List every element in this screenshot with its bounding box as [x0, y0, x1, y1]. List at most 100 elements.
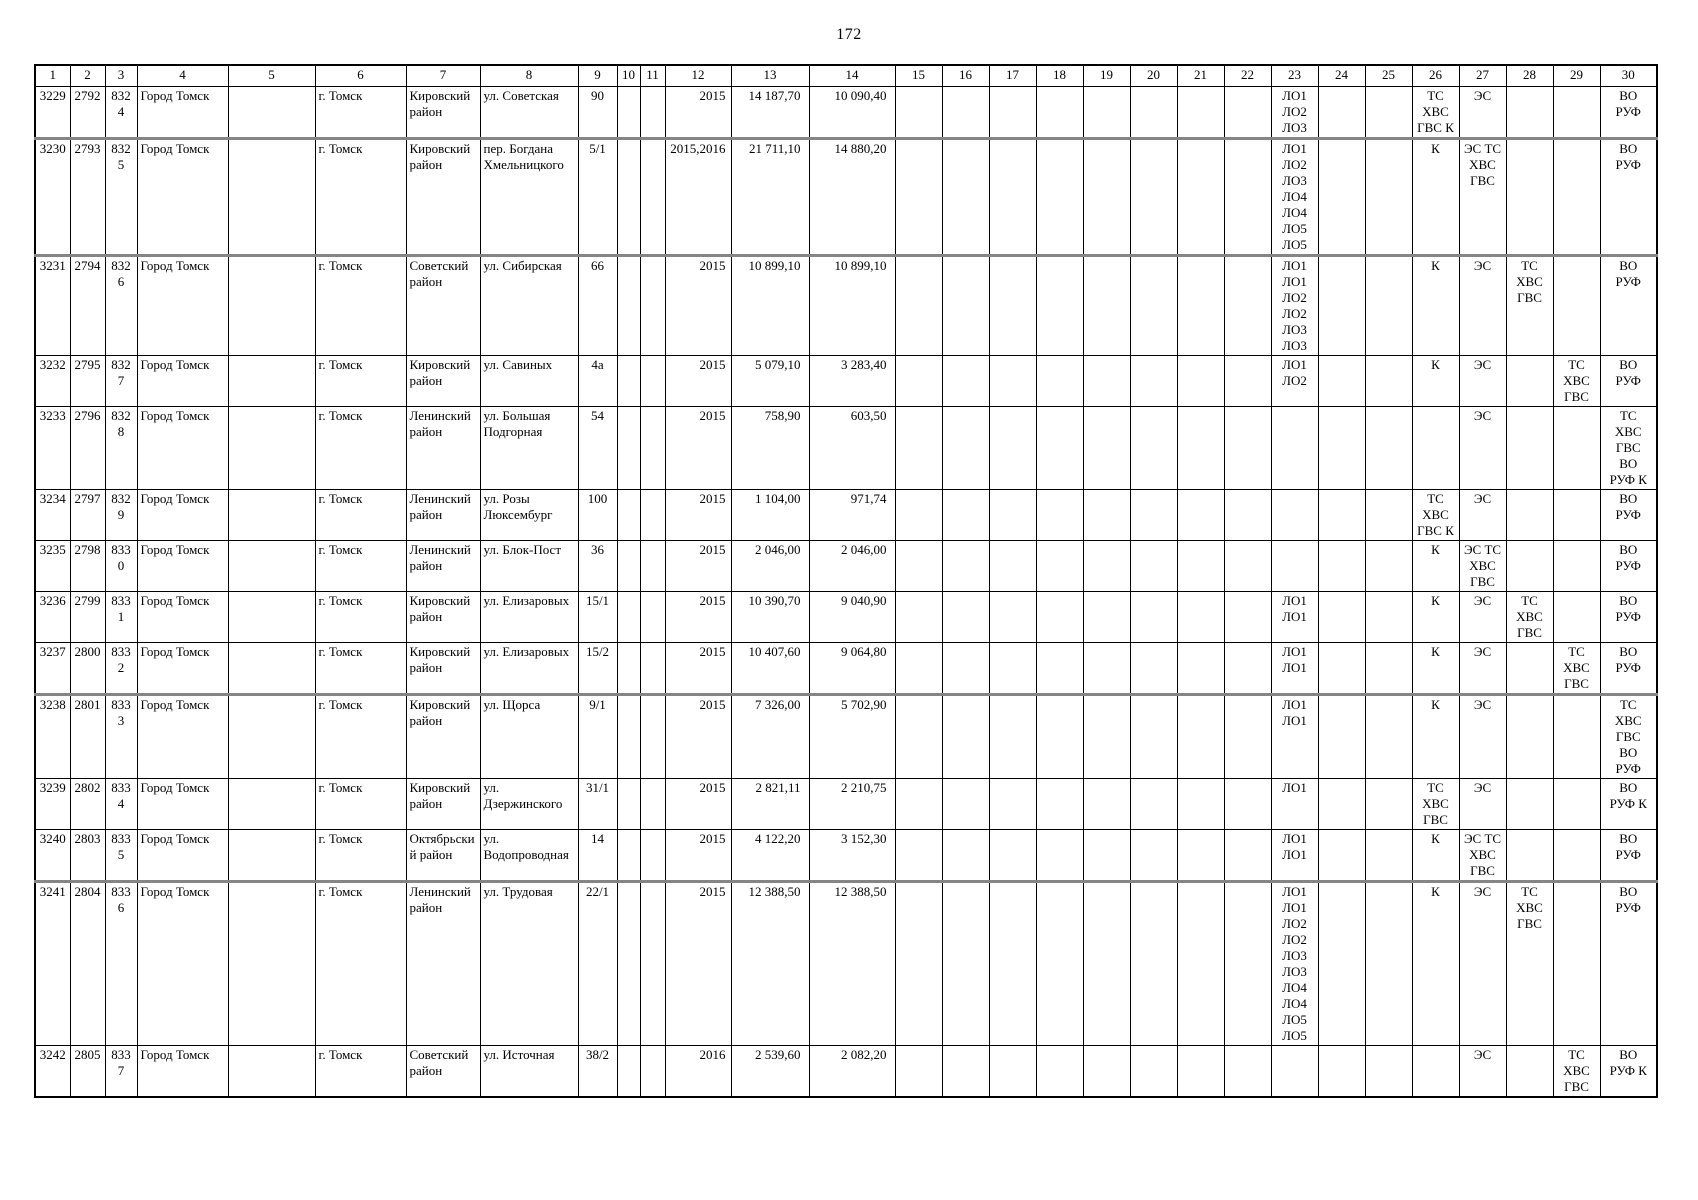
- table-cell: [1129, 642, 1178, 696]
- table-cell: 2015: [664, 642, 732, 696]
- table-cell: ЭС: [1458, 255, 1507, 356]
- table-cell: [1505, 829, 1554, 883]
- table-cell: Город Томск: [136, 694, 229, 779]
- table-cell: [616, 778, 641, 830]
- table-cell: 7 326,00: [730, 694, 810, 779]
- table-cell: 2 539,60: [730, 1045, 810, 1098]
- header-row: 1 2 3 4 5 6 7 8 9 10 11 12 13 14 15 16 17 18 19 20 21 22 23 24 2…: [34, 64, 1658, 87]
- table-cell: г. Томск: [314, 355, 407, 407]
- table-cell: ЭС: [1458, 1045, 1507, 1098]
- table-cell: [1364, 86, 1413, 140]
- table-cell: 8336: [104, 881, 138, 1046]
- table-cell: [1082, 255, 1131, 356]
- table-cell: [1176, 489, 1225, 541]
- table-cell: [1129, 138, 1178, 257]
- table-cell: 8334: [104, 778, 138, 830]
- table-cell: 2799: [69, 591, 106, 643]
- table-cell: [1129, 540, 1178, 592]
- table-cell: 54: [577, 406, 618, 490]
- table-cell: [1082, 540, 1131, 592]
- table-cell: [639, 881, 666, 1046]
- table-cell: ЭС: [1458, 86, 1507, 140]
- table-cell: ул. Дзержинского: [479, 778, 579, 830]
- table-cell: [1364, 540, 1413, 592]
- table-cell: [1552, 255, 1601, 356]
- table-cell: [1082, 591, 1131, 643]
- table-cell: 3231: [34, 255, 71, 356]
- table-cell: ВО РУФ: [1599, 591, 1658, 643]
- column-header: 26: [1411, 64, 1460, 87]
- page-number: 172: [836, 26, 862, 43]
- table-row: 3233 2796 8328 Город Томск г. Томск Ленинский…: [34, 406, 1658, 490]
- table-cell: [1505, 540, 1554, 592]
- table-cell: [1129, 86, 1178, 140]
- table-row: 3231 2794 8326 Город Томск г. Томск Советский…: [34, 255, 1658, 356]
- table-cell: 21 711,10: [730, 138, 810, 257]
- table-cell: [1364, 829, 1413, 883]
- column-header: 11: [639, 64, 666, 87]
- table-cell: 2804: [69, 881, 106, 1046]
- table-cell: [1552, 829, 1601, 883]
- table-row: 3239 2802 8334 Город Томск г. Томск Кировский…: [34, 778, 1658, 830]
- table-cell: [1317, 406, 1366, 490]
- table-cell: ул. Елизаровых: [479, 642, 579, 696]
- table-row: 3241 2804 8336 Город Томск г. Томск Ленинский…: [34, 881, 1658, 1046]
- table-cell: [941, 829, 990, 883]
- table-cell: ЭС: [1458, 355, 1507, 407]
- table-cell: [1364, 489, 1413, 541]
- table-cell: [1505, 406, 1554, 490]
- table-cell: Октябрьский район: [405, 829, 481, 883]
- table-cell: [1364, 642, 1413, 696]
- table-cell: 2015: [664, 881, 732, 1046]
- table-cell: ЭС ТС ХВС ГВС: [1458, 829, 1507, 883]
- table-cell: [1176, 591, 1225, 643]
- table-cell: [616, 355, 641, 407]
- table-cell: [1505, 489, 1554, 541]
- table-cell: [941, 355, 990, 407]
- table-cell: 2015: [664, 355, 732, 407]
- table-cell: [616, 591, 641, 643]
- table-cell: [1082, 138, 1131, 257]
- column-header: 2: [69, 64, 106, 87]
- table-cell: [988, 829, 1037, 883]
- table-cell: 2794: [69, 255, 106, 356]
- table-cell: [1223, 778, 1272, 830]
- table-cell: г. Томск: [314, 489, 407, 541]
- table-cell: г. Томск: [314, 881, 407, 1046]
- table-cell: [988, 778, 1037, 830]
- table-cell: 9 064,80: [808, 642, 896, 696]
- table-cell: [227, 406, 316, 490]
- table-cell: ВО РУФ: [1599, 86, 1658, 140]
- table-cell: [1552, 540, 1601, 592]
- table-cell: Кировский район: [405, 138, 481, 257]
- table-cell: Город Томск: [136, 540, 229, 592]
- table-cell: 9 040,90: [808, 591, 896, 643]
- table-cell: [639, 829, 666, 883]
- table-cell: ул. Сибирская: [479, 255, 579, 356]
- table-cell: [1552, 86, 1601, 140]
- table-cell: [941, 255, 990, 356]
- table-cell: [227, 355, 316, 407]
- table-cell: [1223, 86, 1272, 140]
- table-cell: [639, 355, 666, 407]
- table-cell: г. Томск: [314, 255, 407, 356]
- table-cell: [1364, 1045, 1413, 1098]
- table-cell: [1270, 1045, 1319, 1098]
- table-cell: [1317, 642, 1366, 696]
- table-cell: ВО РУФ: [1599, 255, 1658, 356]
- table-cell: [1035, 255, 1084, 356]
- table-cell: 1 104,00: [730, 489, 810, 541]
- table-cell: 2 046,00: [730, 540, 810, 592]
- table-cell: Ленинский район: [405, 406, 481, 490]
- table-cell: 2803: [69, 829, 106, 883]
- table-header: 1 2 3 4 5 6 7 8 9 10 11 12 13 14 15 16 17 18 19 20 21 22 23 24 2…: [34, 64, 1658, 87]
- table-cell: [616, 489, 641, 541]
- table-cell: [1035, 694, 1084, 779]
- table-cell: г. Томск: [314, 86, 407, 140]
- table-cell: К: [1411, 255, 1460, 356]
- table-cell: [1176, 881, 1225, 1046]
- table-cell: Кировский район: [405, 642, 481, 696]
- table-cell: Город Томск: [136, 1045, 229, 1098]
- table-cell: 3232: [34, 355, 71, 407]
